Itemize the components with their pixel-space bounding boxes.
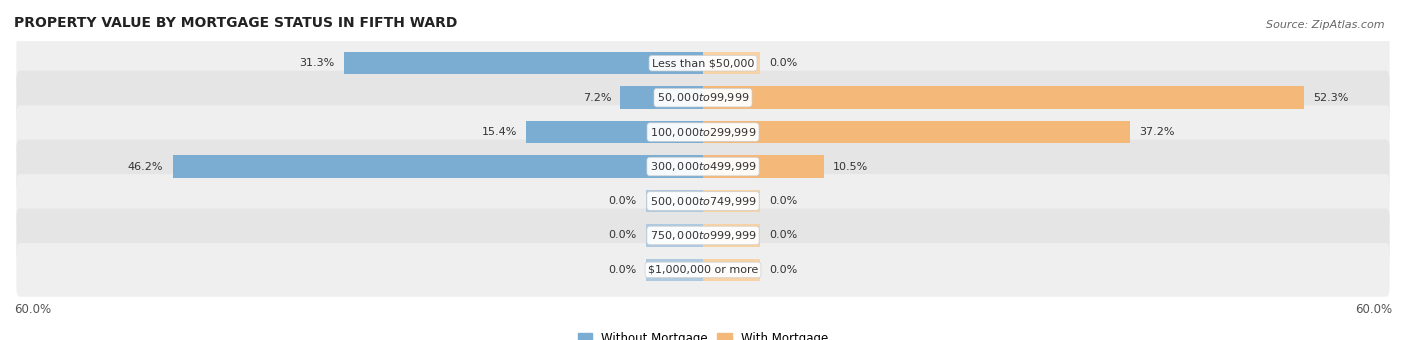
Text: 0.0%: 0.0% bbox=[769, 58, 797, 68]
FancyBboxPatch shape bbox=[17, 174, 1389, 228]
Text: Less than $50,000: Less than $50,000 bbox=[652, 58, 754, 68]
FancyBboxPatch shape bbox=[17, 71, 1389, 124]
Bar bbox=[703, 52, 761, 74]
FancyBboxPatch shape bbox=[17, 243, 1389, 297]
Bar bbox=[703, 86, 1303, 109]
Text: 0.0%: 0.0% bbox=[769, 265, 797, 275]
Text: PROPERTY VALUE BY MORTGAGE STATUS IN FIFTH WARD: PROPERTY VALUE BY MORTGAGE STATUS IN FIF… bbox=[14, 16, 457, 30]
Text: 0.0%: 0.0% bbox=[609, 231, 637, 240]
Text: 0.0%: 0.0% bbox=[769, 231, 797, 240]
Text: 10.5%: 10.5% bbox=[832, 162, 868, 172]
Bar bbox=[703, 259, 761, 281]
Bar bbox=[703, 155, 824, 178]
Bar bbox=[173, 155, 703, 178]
Text: 0.0%: 0.0% bbox=[769, 196, 797, 206]
Bar bbox=[703, 224, 761, 246]
Text: 7.2%: 7.2% bbox=[582, 92, 612, 103]
Text: $300,000 to $499,999: $300,000 to $499,999 bbox=[650, 160, 756, 173]
FancyBboxPatch shape bbox=[17, 140, 1389, 193]
Text: 0.0%: 0.0% bbox=[609, 265, 637, 275]
Bar bbox=[703, 190, 761, 212]
Bar bbox=[620, 86, 703, 109]
Text: $100,000 to $299,999: $100,000 to $299,999 bbox=[650, 125, 756, 139]
Bar bbox=[645, 190, 703, 212]
Text: 46.2%: 46.2% bbox=[128, 162, 163, 172]
Text: $50,000 to $99,999: $50,000 to $99,999 bbox=[657, 91, 749, 104]
Text: 31.3%: 31.3% bbox=[299, 58, 335, 68]
Text: 60.0%: 60.0% bbox=[1355, 303, 1392, 316]
Text: 0.0%: 0.0% bbox=[609, 196, 637, 206]
FancyBboxPatch shape bbox=[17, 208, 1389, 262]
Bar bbox=[703, 121, 1130, 143]
Legend: Without Mortgage, With Mortgage: Without Mortgage, With Mortgage bbox=[574, 328, 832, 340]
Text: $1,000,000 or more: $1,000,000 or more bbox=[648, 265, 758, 275]
Text: 37.2%: 37.2% bbox=[1139, 127, 1175, 137]
Bar bbox=[645, 259, 703, 281]
Text: 60.0%: 60.0% bbox=[14, 303, 51, 316]
FancyBboxPatch shape bbox=[17, 36, 1389, 90]
Bar bbox=[645, 224, 703, 246]
Text: $750,000 to $999,999: $750,000 to $999,999 bbox=[650, 229, 756, 242]
Text: $500,000 to $749,999: $500,000 to $749,999 bbox=[650, 194, 756, 207]
Text: 15.4%: 15.4% bbox=[482, 127, 517, 137]
Bar bbox=[343, 52, 703, 74]
Text: Source: ZipAtlas.com: Source: ZipAtlas.com bbox=[1267, 20, 1385, 30]
Text: 52.3%: 52.3% bbox=[1313, 92, 1348, 103]
Bar bbox=[526, 121, 703, 143]
FancyBboxPatch shape bbox=[17, 105, 1389, 159]
